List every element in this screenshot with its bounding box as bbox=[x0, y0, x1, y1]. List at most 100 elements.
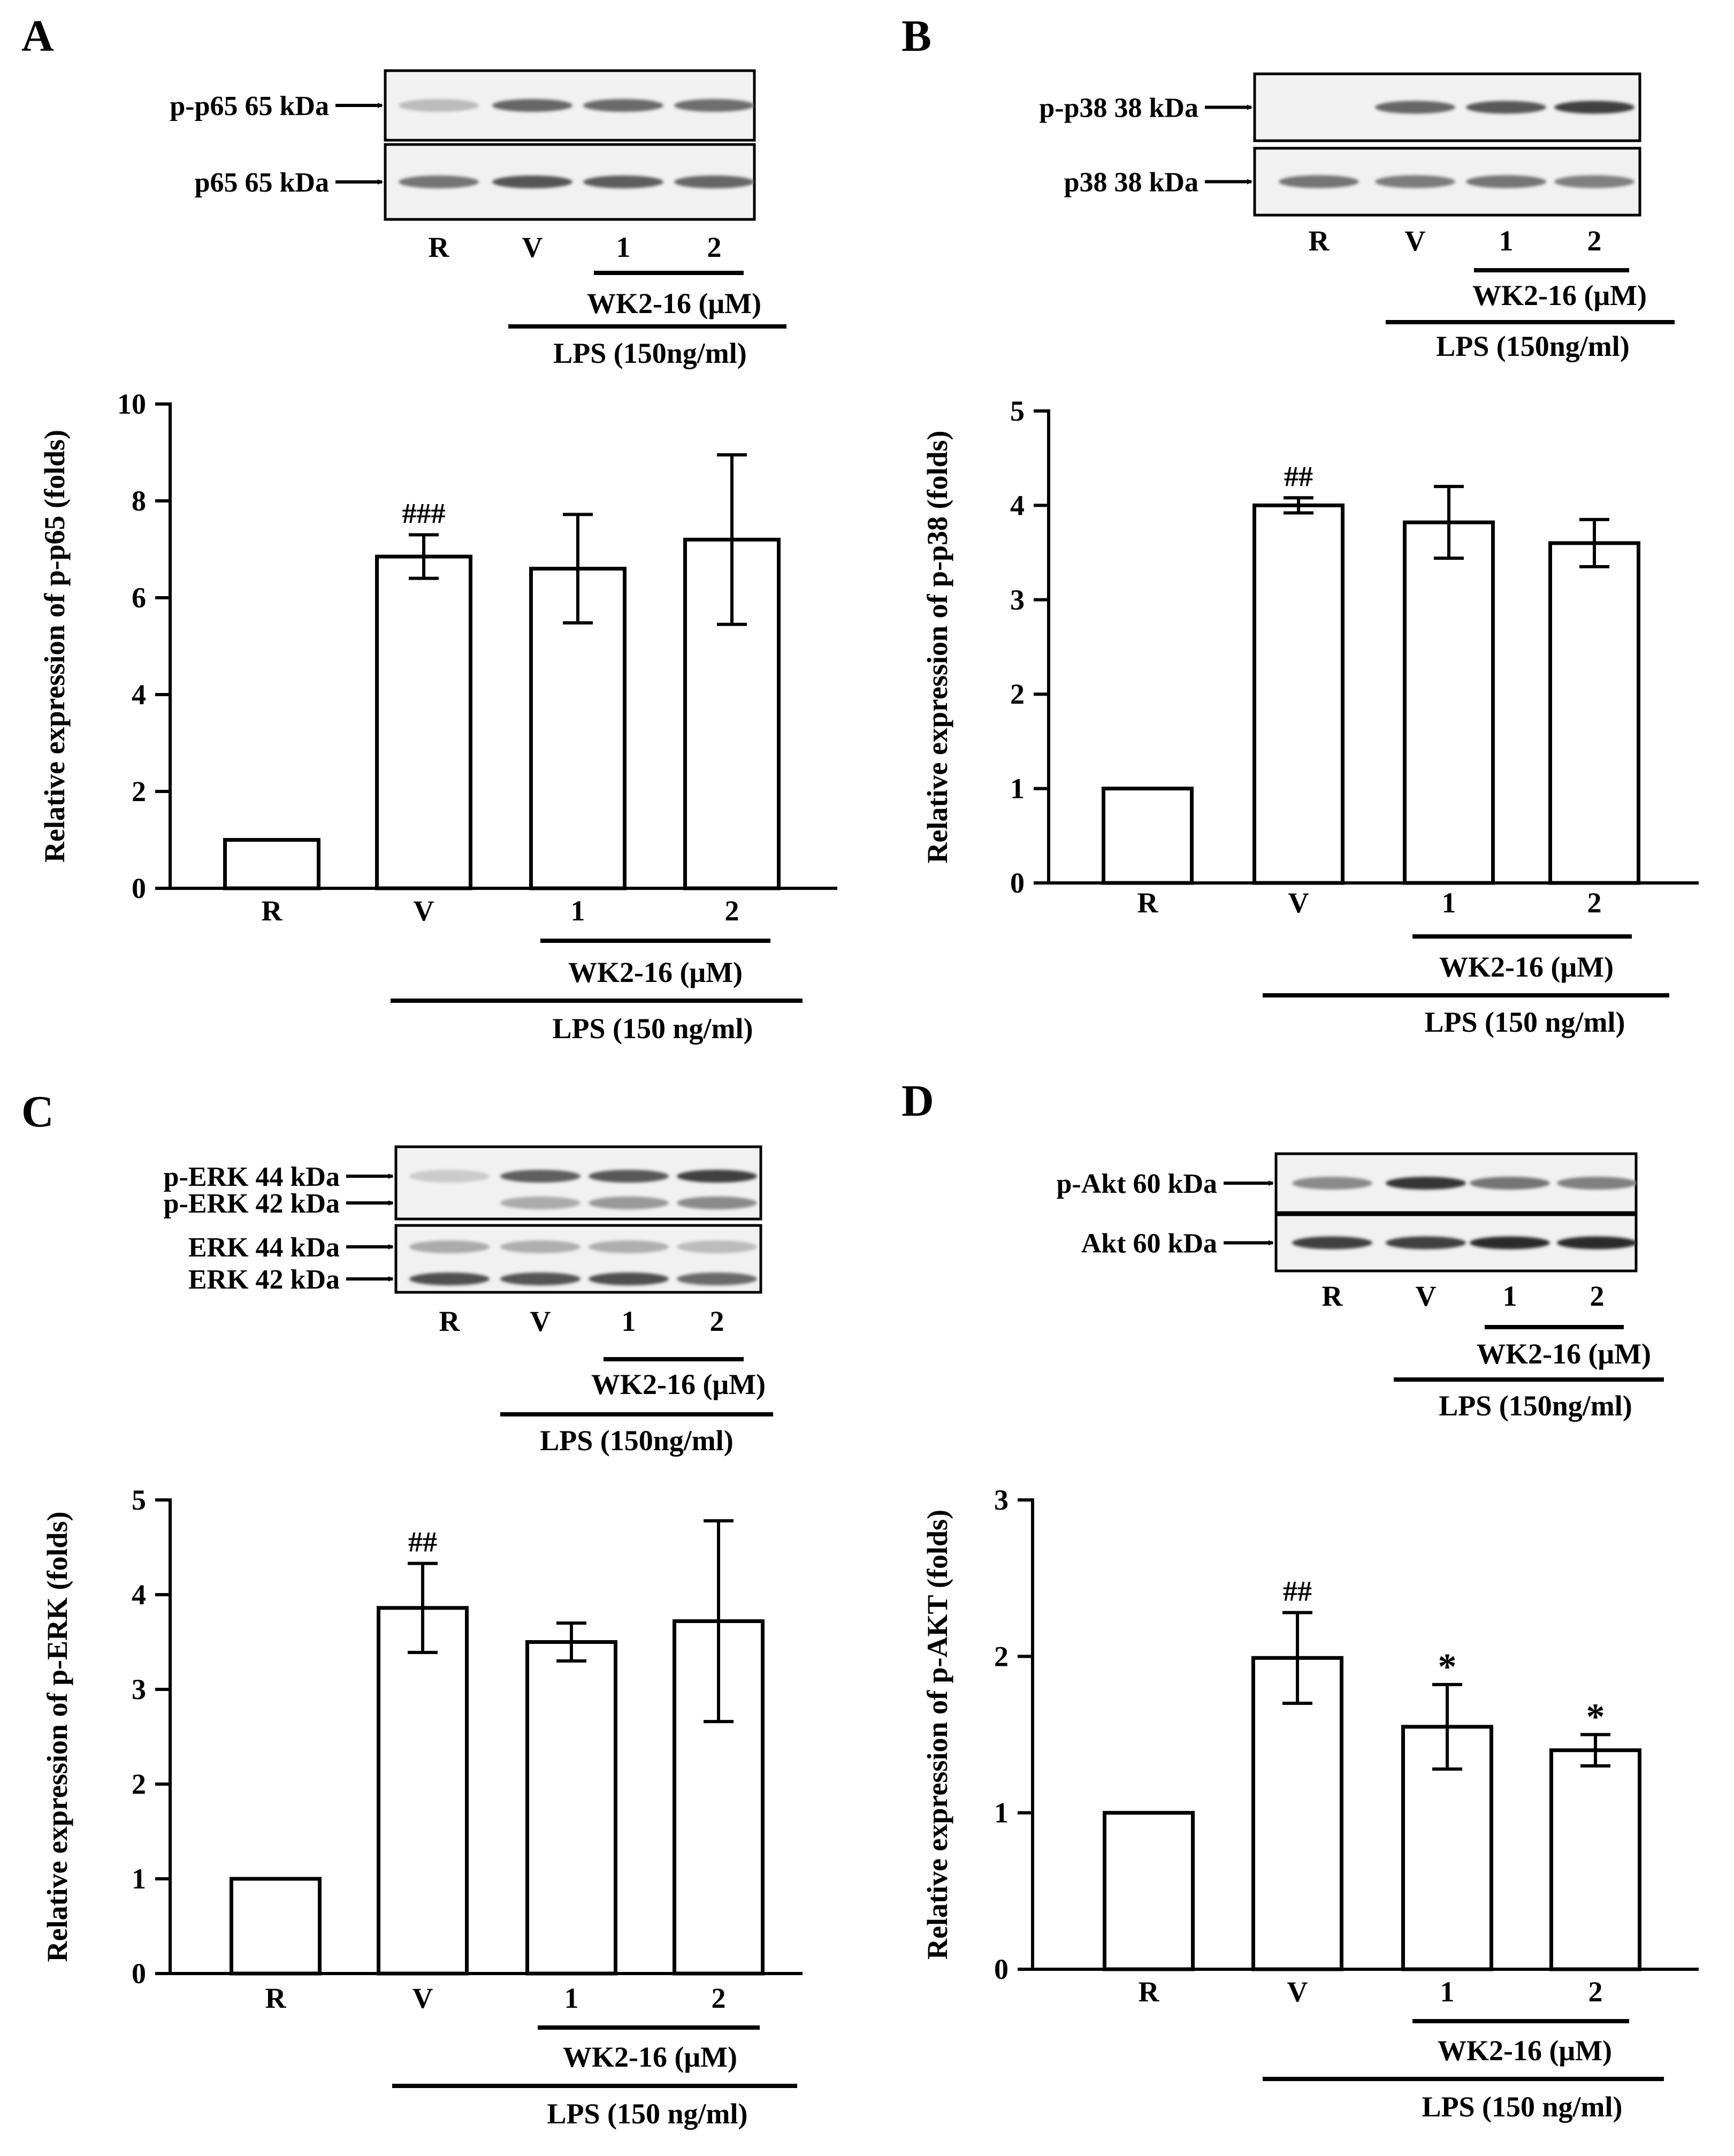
bar bbox=[1548, 541, 1640, 885]
blot-lane-label: V bbox=[522, 231, 543, 263]
x-tick-label: V bbox=[413, 1982, 433, 2014]
blot-row-label: p-p65 65 kDa bbox=[170, 91, 329, 121]
y-tick-label: 8 bbox=[132, 485, 146, 517]
panel-letter: D bbox=[902, 1076, 934, 1126]
x-tick-label: 2 bbox=[1587, 887, 1602, 919]
blot-band bbox=[399, 176, 479, 188]
blot-group-label: WK2-16 (μM) bbox=[587, 287, 761, 319]
bar bbox=[375, 554, 472, 890]
western-blot: p-p65 65 kDa p65 65 kDa R V 1 2 WK2-16 (μM) LPS… bbox=[170, 69, 786, 369]
blot-group-label: WK2-16 (μM) bbox=[1472, 279, 1647, 311]
y-tick-label: 0 bbox=[132, 872, 146, 904]
x-tick-label: 1 bbox=[564, 1982, 579, 2014]
blot-row-label: ERK 42 kDa bbox=[188, 1264, 340, 1295]
y-tick-label: 0 bbox=[1010, 867, 1025, 899]
bar bbox=[1403, 520, 1495, 885]
y-tick-label: 0 bbox=[132, 1957, 146, 1990]
blot-lane-label: 2 bbox=[707, 231, 722, 263]
y-axis-label: Relative expression of p-p65 (folds) bbox=[39, 430, 71, 863]
blot-row-label: p-Akt 60 kDa bbox=[1057, 1169, 1218, 1199]
blot-treatment-label: LPS (150ng/ml) bbox=[553, 337, 747, 369]
significance-label: * bbox=[1438, 1647, 1457, 1688]
y-tick-label: 2 bbox=[132, 775, 146, 807]
y-tick-label: 3 bbox=[1010, 584, 1025, 616]
y-tick-label: 0 bbox=[994, 1953, 1009, 1985]
y-tick-label: 5 bbox=[1010, 395, 1025, 427]
panel-letter: C bbox=[21, 1087, 54, 1137]
bar bbox=[223, 838, 320, 890]
blot-lane-label: R bbox=[1322, 1280, 1343, 1312]
blot-group-label: WK2-16 (μM) bbox=[591, 1368, 766, 1400]
y-tick-label: 3 bbox=[994, 1484, 1009, 1516]
western-blot: p-Akt 60 kDa Akt 60 kDa R V 1 2 WK2-16 (μM) LPS… bbox=[1057, 1152, 1664, 1422]
blot-lane-label: V bbox=[1405, 225, 1426, 257]
blot-band bbox=[500, 1273, 580, 1285]
blot-lane-label: V bbox=[1416, 1280, 1437, 1312]
significance-label: * bbox=[1586, 1697, 1605, 1738]
blot-band bbox=[1557, 1236, 1637, 1250]
blot-band bbox=[1386, 1236, 1466, 1250]
blot-band bbox=[1386, 1177, 1466, 1190]
western-blot: p-p38 38 kDa p38 38 kDa R V 1 2 WK2-16 (μM) LPS… bbox=[1039, 72, 1675, 362]
blot-band bbox=[409, 1170, 490, 1183]
x-tick-label: R bbox=[262, 895, 283, 927]
bar bbox=[1103, 1811, 1195, 1971]
x-tick-label: R bbox=[1137, 887, 1159, 919]
blot-band bbox=[409, 1273, 490, 1285]
y-tick-label: 4 bbox=[132, 679, 146, 711]
blot-row-label: p-ERK 44 kDa bbox=[164, 1162, 340, 1192]
chart-group-label: WK2-16 (μM) bbox=[1438, 2035, 1612, 2067]
blot-band bbox=[583, 99, 663, 112]
y-tick-label: 2 bbox=[994, 1640, 1009, 1672]
chart-treatment-label: LPS (150 ng/ml) bbox=[552, 1012, 753, 1045]
y-tick-label: 4 bbox=[132, 1579, 146, 1611]
blot-lane-label: 1 bbox=[1503, 1280, 1517, 1312]
chart-group-label: WK2-16 (μM) bbox=[563, 2041, 737, 2073]
y-axis-label: Relative expression of p-p38 (folds) bbox=[921, 431, 953, 864]
blot-band bbox=[492, 99, 572, 112]
blot-band bbox=[677, 1273, 757, 1285]
chart-treatment-label: LPS (150 ng/ml) bbox=[547, 2098, 747, 2130]
blot-lane-label: R bbox=[1309, 225, 1330, 257]
chart-group-label: WK2-16 (μM) bbox=[1439, 951, 1614, 983]
significance-label: ## bbox=[1284, 460, 1313, 492]
blot-band bbox=[500, 1197, 580, 1209]
bar-chart: 0 1 2 3 4 5 Relative expression of p-p38 (fold… bbox=[921, 395, 1699, 1038]
blot-row-label: p38 38 kDa bbox=[1064, 167, 1198, 198]
bar bbox=[230, 1877, 322, 1976]
blot-lane-label: R bbox=[439, 1305, 461, 1337]
blot-treatment-label: LPS (150ng/ml) bbox=[1436, 330, 1630, 362]
blot-band bbox=[677, 1170, 757, 1183]
panel-b: Bp-p38 38 kDa p38 38 kDa R V 1 2 WK2-16 (μM) LP… bbox=[902, 11, 1699, 1038]
chart-treatment-label: LPS (150 ng/ml) bbox=[1424, 1006, 1625, 1038]
blot-band bbox=[409, 1240, 490, 1253]
x-tick-label: R bbox=[1139, 1976, 1160, 2008]
y-tick-label: 1 bbox=[132, 1863, 146, 1895]
blot-band bbox=[589, 1273, 669, 1285]
blot-group-label: WK2-16 (μM) bbox=[1477, 1338, 1651, 1370]
blot-treatment-label: LPS (150ng/ml) bbox=[1439, 1390, 1632, 1422]
blot-band bbox=[1470, 1177, 1550, 1190]
y-axis-label: Relative expression of p-ERK (folds) bbox=[41, 1512, 73, 1962]
x-tick-label: V bbox=[1287, 1976, 1308, 2008]
panel-letter: B bbox=[902, 11, 931, 61]
panel-letter: A bbox=[21, 11, 54, 61]
x-tick-label: 2 bbox=[1588, 1976, 1603, 2008]
y-tick-label: 2 bbox=[132, 1768, 146, 1800]
chart-group-label: WK2-16 (μM) bbox=[568, 956, 743, 988]
blot-treatment-label: LPS (150ng/ml) bbox=[540, 1424, 734, 1457]
blot-lane-label: 1 bbox=[622, 1305, 636, 1337]
blot-band bbox=[589, 1170, 669, 1183]
blot-lane-label: V bbox=[530, 1305, 551, 1337]
blot-row-label: Akt 60 kDa bbox=[1081, 1229, 1217, 1259]
blot-band bbox=[1292, 1177, 1372, 1190]
blot-row-label: p-ERK 42 kDa bbox=[164, 1189, 340, 1219]
blot-band bbox=[399, 99, 479, 112]
x-tick-label: 1 bbox=[1442, 887, 1456, 919]
significance-label: ### bbox=[402, 497, 446, 529]
y-tick-label: 2 bbox=[1010, 678, 1025, 710]
y-tick-label: 1 bbox=[1010, 773, 1025, 805]
blot-band bbox=[589, 1240, 669, 1253]
